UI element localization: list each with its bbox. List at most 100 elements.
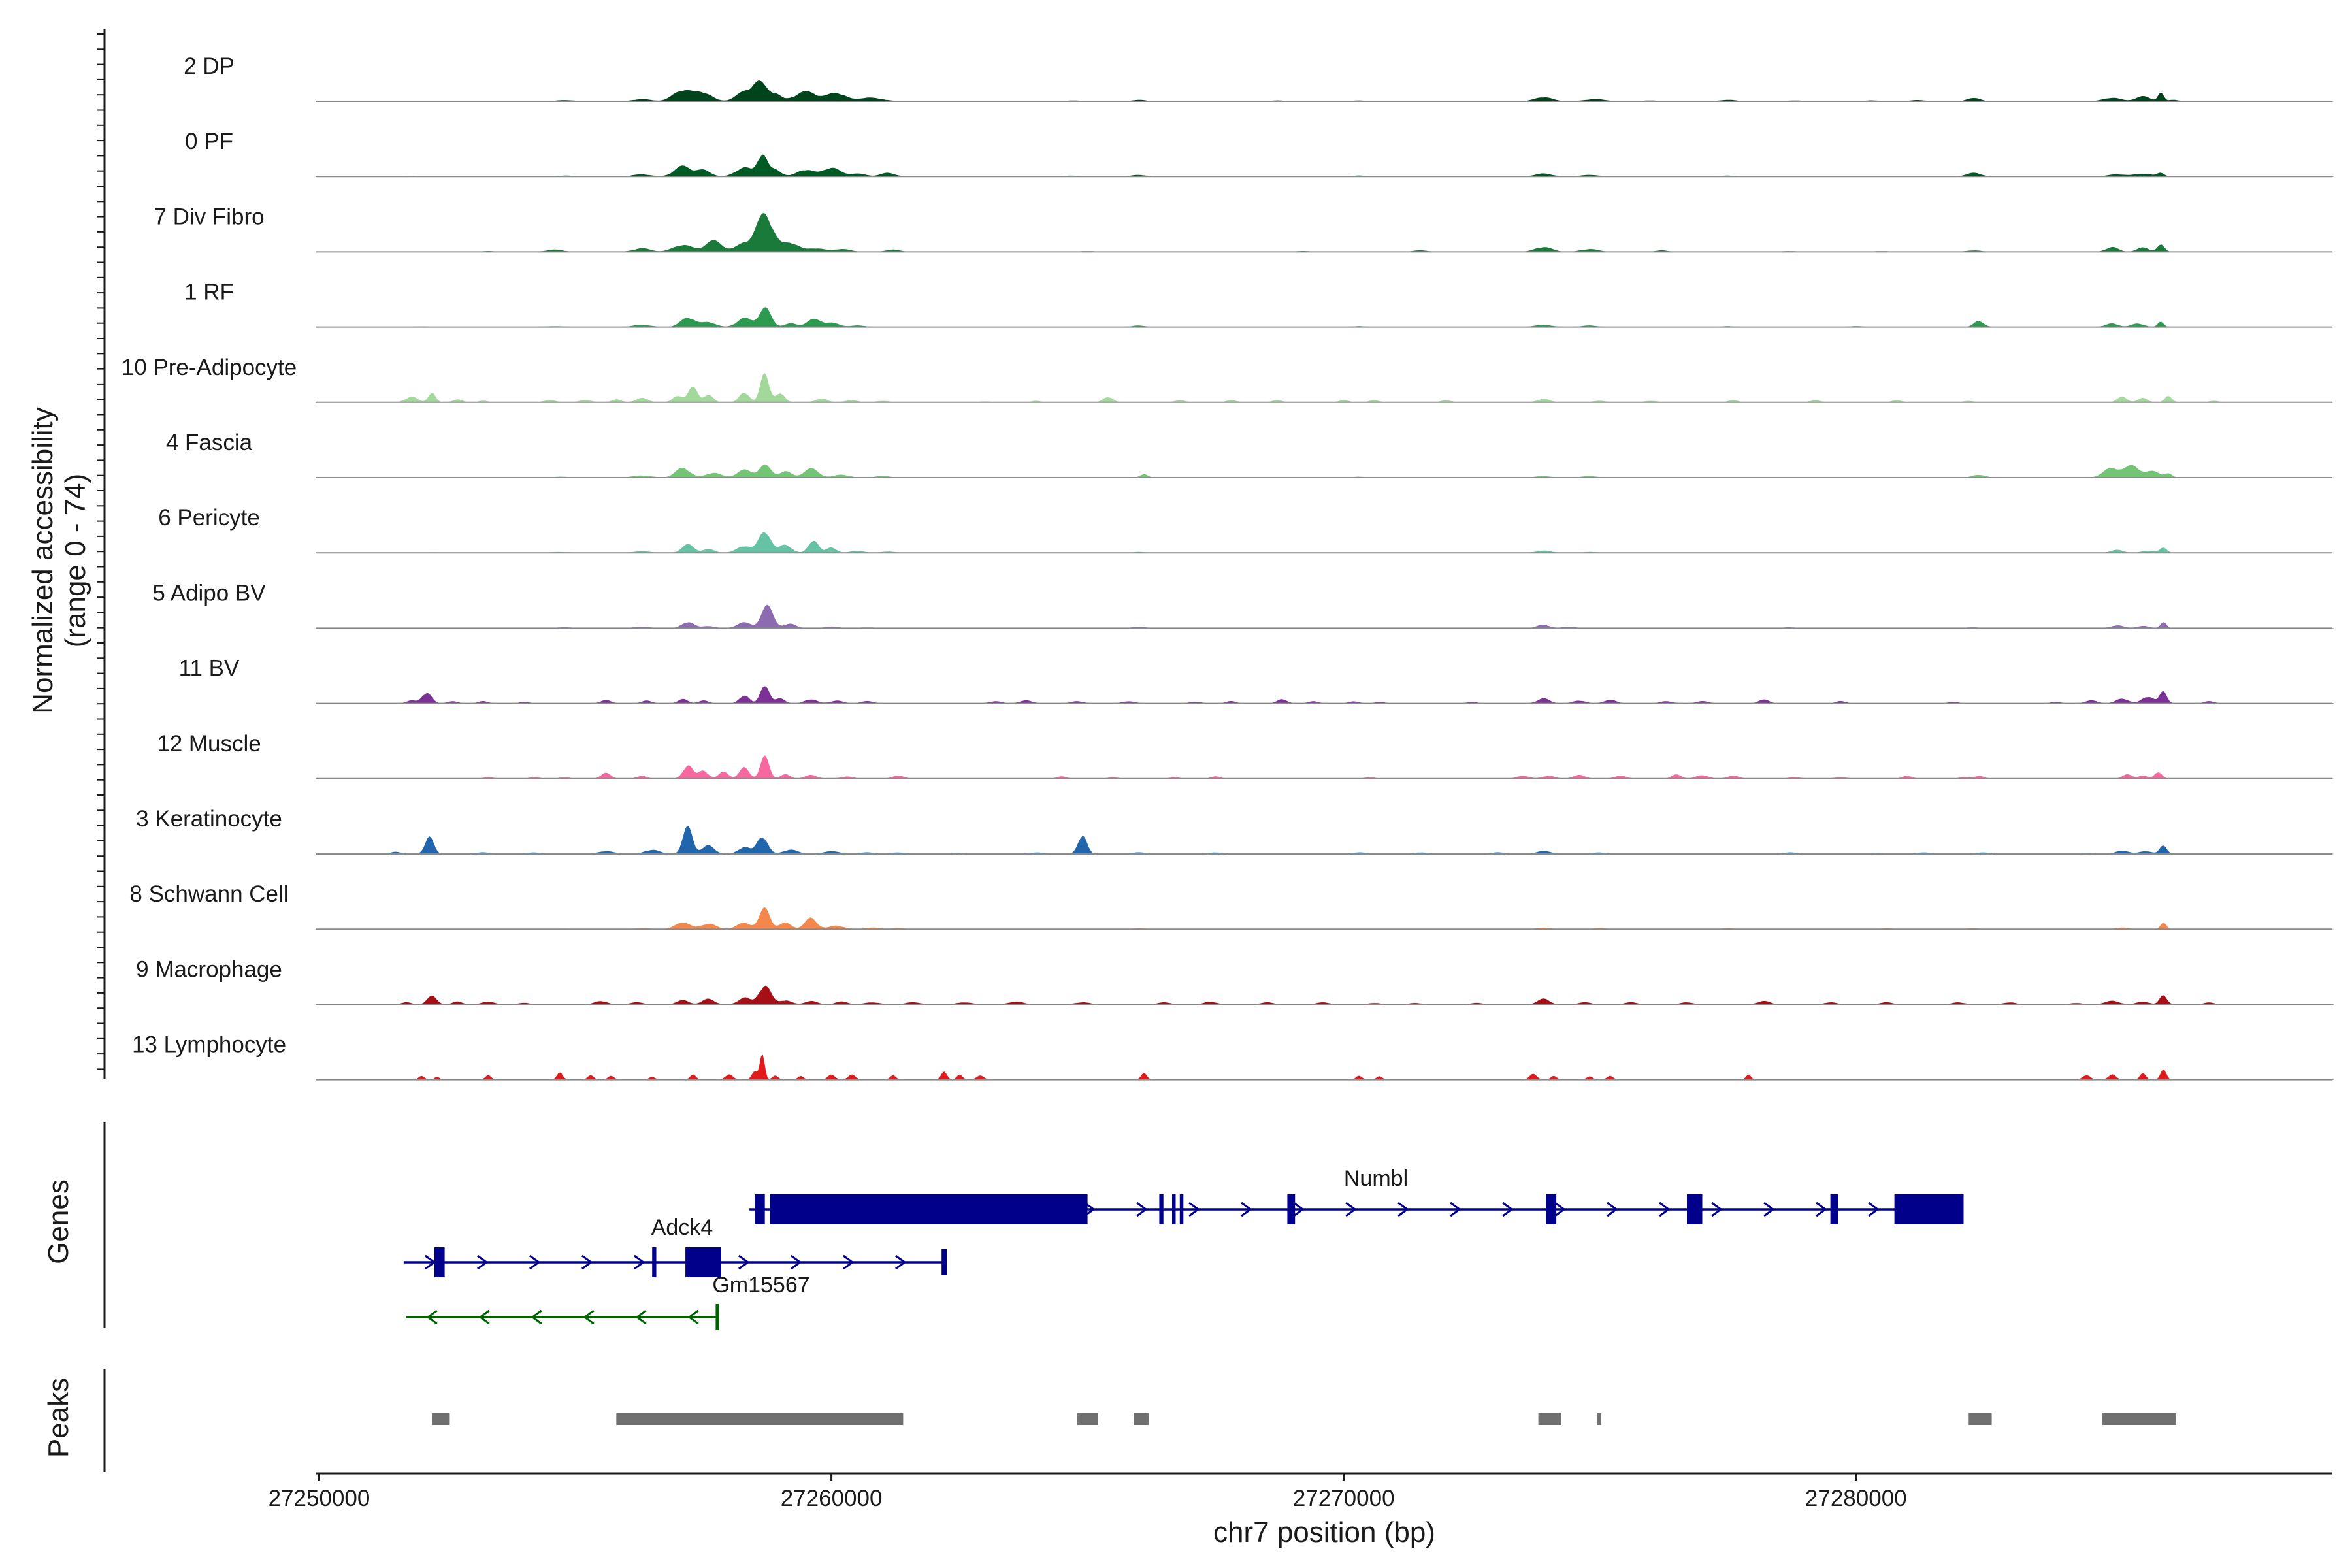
track-10: 12 Muscle	[157, 731, 2334, 779]
coverage-y-axis-range: (range 0 - 74)	[59, 474, 91, 648]
exon	[755, 1194, 765, 1224]
peak-region-6	[1597, 1413, 1601, 1425]
strand-arrow	[633, 1254, 645, 1270]
strand-arrow	[581, 1254, 593, 1270]
track-label-13: 9 Macrophage	[136, 956, 282, 982]
peak-region-7	[1968, 1413, 1992, 1425]
track-label-6: 4 Fascia	[166, 430, 253, 455]
strand-arrow	[1450, 1201, 1462, 1217]
peak-region-5	[1538, 1413, 1561, 1425]
track-label-4: 1 RF	[184, 280, 234, 305]
coverage-y-axis-title: Normalized accessibility	[27, 407, 59, 713]
strand-arrow	[687, 1309, 699, 1325]
exon	[652, 1247, 657, 1277]
strand-arrow	[894, 1254, 907, 1270]
track-label-11: 3 Keratinocyte	[136, 806, 282, 832]
strand-arrow	[842, 1254, 855, 1270]
strand-arrow	[531, 1309, 542, 1325]
coverage-area-14	[316, 1054, 2334, 1080]
genes-y-axis-title: Genes	[42, 1179, 74, 1264]
peaks-y-axis-title: Peaks	[42, 1378, 74, 1458]
track-label-8: 5 Adipo BV	[152, 580, 266, 606]
track-label-1: 2 DP	[184, 54, 235, 79]
strand-arrow	[1659, 1201, 1671, 1217]
x-tick-label: 27250000	[269, 1486, 370, 1511]
exon	[941, 1249, 947, 1275]
strand-arrow	[1607, 1201, 1618, 1217]
track-5: 10 Pre-Adipocyte	[122, 355, 2334, 403]
exon	[1179, 1194, 1184, 1224]
x-tick-label: 27270000	[1293, 1486, 1395, 1511]
strand-arrow	[476, 1254, 489, 1270]
track-6: 4 Fascia	[166, 430, 2334, 478]
strand-arrow	[1345, 1201, 1357, 1217]
track-11: 3 Keratinocyte	[136, 806, 2334, 855]
gene-adck4: Adck4	[403, 1215, 947, 1277]
strand-arrow	[426, 1309, 438, 1325]
exon	[715, 1304, 719, 1330]
coverage-area-11	[316, 825, 2334, 855]
x-tick-label: 27280000	[1805, 1486, 1907, 1511]
track-3: 7 Div Fibro	[154, 204, 2334, 253]
exon	[1546, 1194, 1557, 1224]
peaks-panel	[103, 1369, 2176, 1472]
track-1: 2 DP	[184, 54, 2334, 102]
strand-arrow	[1397, 1201, 1409, 1217]
exon	[1830, 1194, 1838, 1224]
exon	[1172, 1194, 1176, 1224]
peak-region-1	[432, 1413, 450, 1425]
track-13: 9 Macrophage	[136, 956, 2334, 1005]
track-label-7: 6 Pericyte	[158, 505, 260, 531]
peak-region-8	[2102, 1413, 2176, 1425]
track-label-9: 11 BV	[179, 656, 240, 681]
x-tick-label: 27260000	[781, 1486, 883, 1511]
strand-arrow	[1816, 1201, 1827, 1217]
coverage-area-9	[316, 686, 2334, 704]
strand-arrow	[529, 1254, 541, 1270]
exon	[434, 1247, 445, 1277]
gene-label-gm15567: Gm15567	[712, 1273, 809, 1298]
coverage-area-6	[316, 464, 2334, 478]
coverage-area-3	[316, 213, 2334, 252]
coverage-area-13	[316, 985, 2334, 1005]
coverage-area-2	[316, 154, 2334, 177]
track-2: 0 PF	[185, 129, 2334, 178]
coverage-area-12	[316, 907, 2334, 930]
strand-arrow	[1293, 1201, 1305, 1217]
coverage-area-1	[316, 80, 2334, 102]
strand-arrow	[424, 1254, 436, 1270]
track-label-3: 7 Div Fibro	[154, 204, 264, 229]
exon	[1159, 1194, 1164, 1224]
track-label-14: 13 Lymphocyte	[132, 1032, 286, 1058]
x-axis: 27250000 27260000 27270000 27280000	[269, 1472, 2332, 1511]
exon	[1687, 1194, 1703, 1224]
gene-label-numbl: Numbl	[1344, 1166, 1408, 1191]
strand-arrow	[635, 1309, 647, 1325]
strand-arrow	[1711, 1201, 1723, 1217]
track-label-2: 0 PF	[185, 129, 233, 154]
strand-arrow	[1554, 1201, 1566, 1217]
strand-arrow	[1188, 1201, 1200, 1217]
track-8: 5 Adipo BV	[152, 580, 2334, 629]
track-label-12: 8 Schwann Cell	[129, 881, 288, 907]
strand-arrow	[1868, 1201, 1880, 1217]
strand-arrow	[1084, 1201, 1096, 1217]
track-4: 1 RF	[184, 280, 2334, 328]
track-label-10: 12 Muscle	[157, 731, 261, 757]
track-label-5: 10 Pre-Adipocyte	[122, 355, 297, 380]
coverage-panel: 2 DP 0 PF 7 Div Fibro 1 RF 10 Pre-Adipocyte 4…	[97, 29, 2334, 1081]
peak-region-3	[1077, 1413, 1098, 1425]
strand-arrow	[1241, 1201, 1252, 1217]
strand-arrow	[1502, 1201, 1514, 1217]
strand-arrow	[478, 1309, 490, 1325]
strand-arrow	[738, 1254, 750, 1270]
peak-region-2	[616, 1413, 904, 1425]
exon	[685, 1247, 721, 1277]
x-axis-title: chr7 position (bp)	[1213, 1516, 1435, 1548]
strand-arrow	[1136, 1201, 1148, 1217]
exon	[1894, 1194, 1964, 1224]
gene-gm15567: Gm15567	[406, 1273, 810, 1330]
coverage-area-8	[316, 604, 2334, 629]
